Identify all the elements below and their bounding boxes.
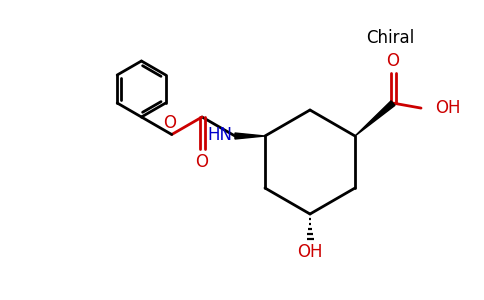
Text: O: O [163,113,176,131]
Text: HN: HN [207,126,232,144]
Text: OH: OH [297,243,323,261]
Polygon shape [355,101,395,136]
Polygon shape [235,133,265,139]
Text: OH: OH [435,99,461,117]
Text: O: O [196,153,209,171]
Text: Chiral: Chiral [366,29,414,47]
Text: O: O [387,52,399,70]
